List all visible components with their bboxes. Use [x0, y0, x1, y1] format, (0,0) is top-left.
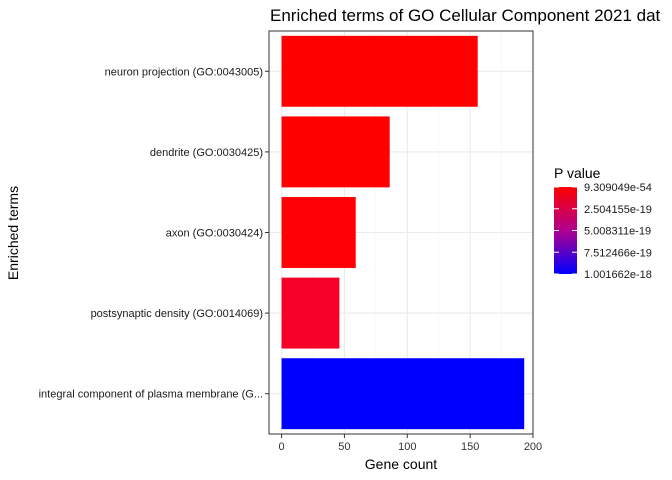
category-label: axon (GO:0030424) [166, 228, 263, 240]
x-tick-label: 50 [338, 441, 350, 453]
category-label: dendrite (GO:0030425) [150, 147, 263, 159]
bar [281, 197, 356, 268]
legend: P value 9.309049e-54 2.504155e-19 5.008311… [554, 165, 652, 281]
legend-label: 2.504155e-19 [584, 204, 652, 216]
bars [281, 35, 525, 430]
category-label: postsynaptic density (GO:0014069) [91, 308, 263, 320]
y-axis-title: Enriched terms [5, 186, 21, 280]
chart-title: Enriched terms of GO Cellular Component … [270, 6, 661, 25]
legend-label: 1.001662e-18 [584, 269, 652, 281]
x-tick-label: 100 [398, 441, 416, 453]
category-label: integral component of plasma membrane (G… [39, 389, 263, 401]
bar [281, 35, 478, 107]
bar [281, 358, 525, 430]
bar [281, 116, 390, 188]
legend-label: 5.008311e-19 [584, 226, 651, 238]
x-axis-title: Gene count [365, 456, 437, 472]
legend-title: P value [554, 165, 601, 181]
x-tick-label: 150 [461, 441, 479, 453]
legend-colorbar [554, 187, 577, 274]
bar [281, 277, 340, 349]
legend-labels: 9.309049e-54 2.504155e-19 5.008311e-19 7.51… [554, 182, 652, 281]
legend-label: 7.512466e-19 [584, 247, 652, 259]
x-tick-label: 0 [279, 441, 285, 453]
x-tick-labels: 0 50 100 150 200 [279, 434, 542, 453]
x-tick-label: 200 [524, 441, 542, 453]
category-label: neuron projection (GO:0043005) [105, 66, 263, 78]
category-labels: neuron projection (GO:0043005) dendrite (… [39, 66, 269, 401]
legend-label: 9.309049e-54 [584, 182, 652, 194]
